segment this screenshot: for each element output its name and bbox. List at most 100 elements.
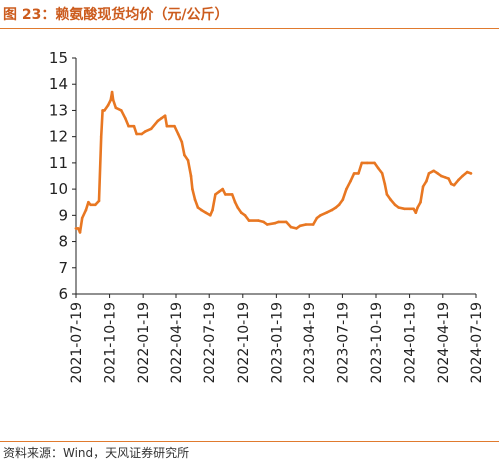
data-point [334,206,338,209]
data-point [319,214,322,217]
y-tick-label: 9 [58,206,68,224]
data-point [341,198,345,201]
data-point [200,208,203,212]
data-point [76,227,80,230]
data-point [416,206,419,209]
data-point [110,90,114,94]
data-point [447,177,450,180]
data-point [380,172,384,175]
x-tick-label: 2021-10-19 [103,302,119,383]
data-point [114,106,118,110]
data-point [295,227,298,230]
data-point [257,219,260,222]
figure-title: 赖氨酸现货均价（元/公斤） [55,7,229,23]
data-point [240,211,243,214]
data-point [144,130,147,133]
data-point [273,221,277,225]
data-point [469,172,473,175]
y-tick-label: 6 [58,285,68,303]
y-tick-label: 10 [49,180,68,198]
data-point [352,172,356,175]
data-point [357,172,360,175]
data-point [421,185,425,188]
data-point [284,220,288,224]
data-point [262,220,265,224]
data-point [221,187,224,191]
data-point [457,178,460,182]
y-tick-label: 14 [49,75,68,93]
data-point [425,179,428,183]
data-point [449,182,453,186]
x-tick-label: 2023-01-19 [269,302,285,383]
data-point [330,208,334,212]
data-point [311,223,315,226]
data-point [180,140,184,144]
series-line [74,90,473,234]
chart-title: 图 23：赖氨酸现货均价（元/公斤） [3,4,228,24]
data-point [365,161,369,165]
data-point [224,193,227,196]
y-tick-label: 11 [49,154,68,172]
x-tick-label: 2024-04-19 [436,302,452,383]
x-tick-label: 2023-04-19 [302,302,318,383]
data-point [236,206,239,209]
data-point [191,187,194,191]
data-point [298,224,302,228]
data-point [169,124,173,128]
data-point [84,208,88,212]
data-point [74,227,78,230]
x-tick-label: 2022-07-19 [202,302,218,383]
x-tick-label: 2024-07-19 [469,302,485,383]
figure-label: 图 23： [3,7,56,23]
data-point [397,206,400,209]
data-point [111,98,115,102]
data-point [140,132,143,136]
data-point [101,109,104,112]
data-point [315,216,319,220]
data-point [337,203,341,207]
data-point [160,117,163,120]
data-point [247,219,251,222]
data-point [385,193,389,196]
data-point [173,124,176,128]
data-point [465,170,469,174]
data-point [230,193,234,196]
data-point [217,190,221,193]
data-point [78,231,82,234]
data-point [432,169,436,173]
data-point [183,153,186,157]
data-point [461,174,464,178]
x-tick-label: 2021-07-19 [69,302,85,383]
data-point [389,198,392,201]
data-point [156,119,160,123]
y-tick-label: 15 [49,49,68,67]
source-note: 资料来源：Wind，天风证券研究所 [3,446,190,460]
data-point [325,211,328,214]
data-point [349,179,352,183]
y-tick-label: 12 [49,128,68,146]
data-point [120,109,123,112]
source-divider [0,441,499,442]
data-point [360,161,364,165]
data-point [165,124,169,128]
data-point [124,117,127,120]
data-point [452,183,456,187]
x-tick-label: 2022-04-19 [169,302,185,383]
data-point [414,211,418,214]
data-point [99,135,103,138]
data-point [149,127,153,131]
x-axis: 2021-07-19 2021-10-19 2022-01-19 2022-04-19… [69,293,485,383]
data-point [427,172,431,175]
data-point [277,220,280,224]
data-point [135,132,138,136]
data-point [186,159,190,162]
data-point [376,166,380,170]
data-point [163,114,167,117]
data-point [289,225,293,229]
data-point [440,174,443,178]
x-tick-label: 2022-01-19 [136,302,152,383]
data-point [196,206,200,209]
y-axis: 6 7 8 9 10 11 12 13 14 15 [49,49,77,303]
data-point [408,207,412,211]
